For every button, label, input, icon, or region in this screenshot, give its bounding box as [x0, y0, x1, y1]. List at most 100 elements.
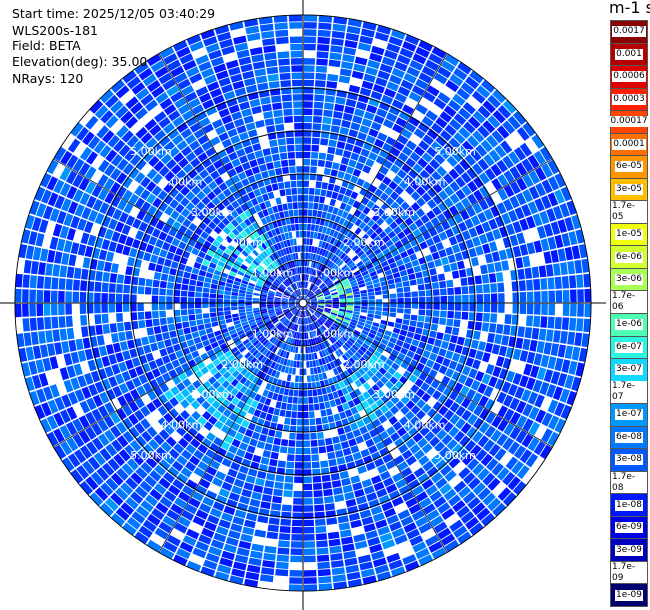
range-gate: [247, 332, 254, 339]
range-gate: [375, 307, 383, 311]
range-gate: [251, 543, 264, 552]
range-gate: [246, 564, 261, 574]
range-gate: [505, 223, 516, 236]
range-gate: [331, 191, 339, 200]
range-gate: [104, 163, 116, 177]
range-gate: [221, 389, 230, 398]
range-gate: [382, 142, 393, 153]
range-gate: [491, 344, 501, 355]
range-gate: [321, 474, 331, 482]
range-gate: [222, 226, 231, 235]
range-gate: [170, 386, 180, 396]
range-gate: [449, 181, 460, 192]
range-gate: [79, 400, 91, 414]
range-gate: [373, 235, 382, 244]
range-gate: [92, 437, 104, 451]
range-gate: [492, 502, 507, 517]
range-gate: [155, 375, 165, 386]
range-gate: [247, 129, 258, 138]
range-gate: [253, 310, 260, 314]
range-gate: [375, 371, 384, 380]
range-gate: [469, 294, 476, 303]
range-gate: [384, 330, 392, 337]
range-gate: [292, 346, 296, 353]
range-gate: [245, 512, 258, 522]
range-gate: [177, 78, 191, 90]
range-gate: [499, 226, 509, 238]
range-gate: [424, 316, 432, 323]
range-gate: [574, 332, 583, 347]
range-gate: [231, 299, 238, 303]
range-gate: [34, 186, 46, 202]
range-gate: [372, 84, 385, 94]
range-gate: [393, 141, 405, 151]
range-gate: [352, 288, 360, 293]
range-gate: [117, 158, 129, 171]
colorbar-label: 6e-09: [615, 522, 643, 534]
range-gate: [271, 229, 277, 237]
range-gate: [312, 475, 322, 483]
range-gate: [415, 46, 430, 58]
azimuth-spoke: [308, 305, 553, 448]
range-gate: [483, 439, 495, 452]
range-gate: [244, 451, 254, 461]
range-gate: [384, 88, 397, 98]
range-gate: [231, 306, 238, 311]
range-gate: [91, 408, 103, 422]
range-gate: [50, 303, 58, 316]
range-gate: [277, 250, 282, 258]
range-gate: [384, 269, 392, 276]
range-gate: [577, 303, 584, 317]
range-gate: [269, 254, 275, 262]
range-gate: [231, 111, 243, 121]
range-gate: [72, 174, 84, 188]
range-gate: [363, 326, 371, 333]
range-gate: [283, 280, 289, 287]
range-gate: [405, 455, 417, 466]
range-gate: [307, 309, 312, 316]
range-gate: [211, 341, 219, 349]
range-gate: [318, 303, 325, 306]
range-gate: [187, 297, 195, 303]
range-gate: [443, 142, 456, 155]
range-gate: [104, 402, 115, 414]
range-gate: [123, 392, 134, 404]
range-gate: [539, 381, 550, 396]
range-gate: [356, 324, 364, 330]
range-gate: [212, 410, 222, 420]
range-gate: [288, 330, 293, 337]
range-gate: [218, 77, 231, 87]
range-gate: [460, 422, 472, 434]
range-gate: [522, 403, 533, 417]
range-gate: [148, 360, 158, 370]
range-gate: [118, 331, 126, 342]
range-gate: [196, 395, 206, 405]
range-gate: [298, 339, 301, 347]
range-gate: [260, 234, 267, 242]
range-gate: [104, 228, 114, 240]
range-gate: [303, 447, 311, 455]
range-gate: [277, 234, 283, 242]
range-gate: [275, 124, 285, 132]
range-gate: [221, 380, 230, 389]
range-gate: [530, 365, 540, 378]
range-gate: [243, 273, 251, 280]
colorbar: 0.0017 0.001 0.0006 0.0003 0.00017 0.0001 6e-0…: [609, 20, 649, 607]
range-gate: [403, 356, 412, 364]
range-gate: [244, 247, 252, 255]
range-gate: [454, 295, 462, 303]
range-gate: [324, 496, 334, 504]
range-gate: [210, 283, 218, 290]
range-gate: [261, 312, 268, 317]
range-gate: [432, 206, 442, 216]
range-gate: [317, 29, 331, 37]
range-gate: [389, 312, 397, 318]
range-gate: [104, 366, 114, 378]
range-gate: [323, 332, 329, 340]
range-gate: [173, 40, 188, 52]
range-gate: [253, 484, 264, 494]
range-gate: [346, 222, 354, 230]
range-gate: [554, 402, 565, 417]
range-gate: [273, 109, 283, 118]
range-gate: [412, 541, 427, 553]
